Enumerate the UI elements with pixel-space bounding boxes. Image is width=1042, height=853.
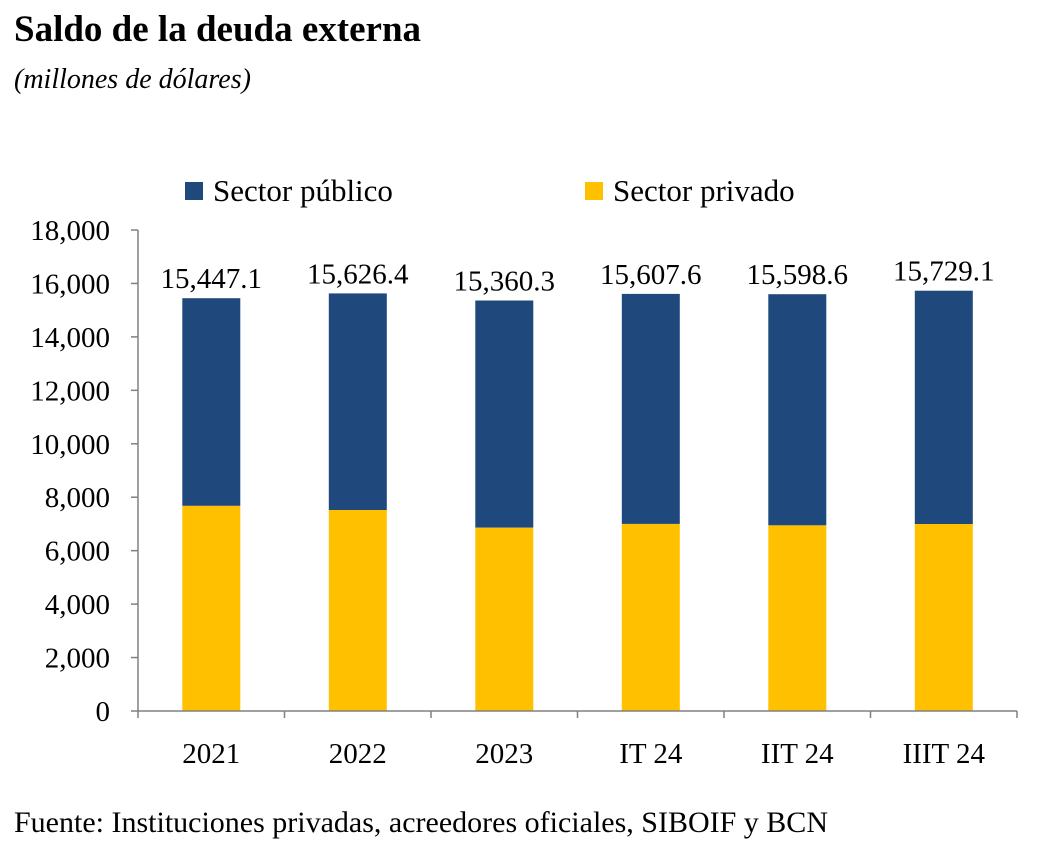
bar-privado-it-24 xyxy=(621,523,680,711)
bar-privado-iit-24 xyxy=(768,525,827,711)
total-label: 15,626.4 xyxy=(307,258,409,290)
total-label: 15,598.6 xyxy=(747,259,849,291)
legend-swatch-publico xyxy=(185,182,203,200)
x-tick-label: IIT 24 xyxy=(761,738,834,770)
y-tick-label: 4,000 xyxy=(45,589,110,621)
x-tick-label: 2022 xyxy=(329,738,387,770)
bar-publico-iit-24 xyxy=(768,294,827,526)
bar-publico-iiit-24 xyxy=(914,290,973,524)
y-tick-label: 0 xyxy=(96,696,111,728)
bars-layer xyxy=(182,290,973,711)
legend-label-publico: Sector público xyxy=(213,173,393,208)
bar-privado-2021 xyxy=(182,505,241,711)
y-tick-label: 12,000 xyxy=(30,375,110,407)
x-tick-label: 2023 xyxy=(475,738,533,770)
x-tick-label: IT 24 xyxy=(619,738,683,770)
y-tick-label: 6,000 xyxy=(45,536,110,568)
bar-publico-2023 xyxy=(475,300,534,528)
bar-privado-2022 xyxy=(328,510,387,711)
bar-publico-2022 xyxy=(328,293,387,510)
x-tick-label: IIIT 24 xyxy=(903,738,986,770)
bar-privado-2023 xyxy=(475,527,534,711)
y-axis: 0 2,000 4,000 6,000 8,000 10,000 12,000 14,000 1… xyxy=(30,215,139,728)
chart-subtitle: (millones de dólares) xyxy=(14,64,251,95)
x-axis: 2021 2022 2023 IT 24 IIT 24 IIIT 24 xyxy=(137,710,1018,770)
chart-title: Saldo de la deuda externa xyxy=(14,9,422,50)
total-labels-layer: 15,447.1 15,626.4 15,360.3 15,607.6 15,598.6… xyxy=(161,256,995,298)
chart-legend: Sector público Sector privado xyxy=(185,173,795,208)
bar-publico-it-24 xyxy=(621,293,680,524)
y-tick-label: 14,000 xyxy=(30,322,110,354)
total-label: 15,729.1 xyxy=(893,256,995,288)
x-tick-label: 2021 xyxy=(182,738,240,770)
total-label: 15,447.1 xyxy=(161,263,263,295)
y-tick-label: 16,000 xyxy=(30,268,110,300)
y-tick-label: 10,000 xyxy=(30,429,110,461)
bar-publico-2021 xyxy=(182,298,241,506)
bar-privado-iiit-24 xyxy=(914,523,973,711)
y-tick-label: 8,000 xyxy=(45,482,110,514)
total-label: 15,360.3 xyxy=(454,266,556,298)
y-tick-label: 18,000 xyxy=(30,215,110,247)
y-tick-label: 2,000 xyxy=(45,643,110,675)
total-label: 15,607.6 xyxy=(600,259,702,291)
legend-swatch-privado xyxy=(585,182,603,200)
source-note: Fuente: Instituciones privadas, acreedor… xyxy=(14,806,828,839)
legend-label-privado: Sector privado xyxy=(613,173,795,208)
